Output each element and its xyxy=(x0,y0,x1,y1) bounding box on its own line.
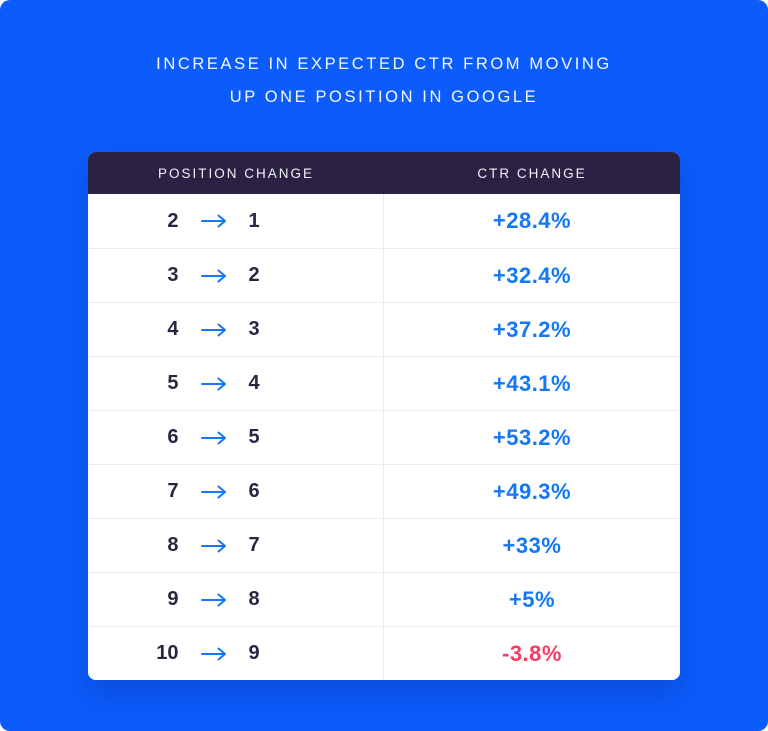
position-to: 2 xyxy=(248,264,260,286)
page-title-line2: UP ONE POSITION IN GOOGLE xyxy=(229,88,539,106)
ctr-change-value: +49.3% xyxy=(492,478,572,504)
position-from: 5 xyxy=(167,372,179,394)
position-from: 9 xyxy=(167,588,179,610)
position-to: 9 xyxy=(248,642,260,664)
column-header-ctr-change: CTR CHANGE xyxy=(477,165,587,181)
position-change-cell: 9 8 xyxy=(88,573,384,626)
right-arrow-icon xyxy=(200,269,227,283)
position-change-cell: 7 6 xyxy=(88,465,384,518)
position-from: 2 xyxy=(167,209,179,232)
right-arrow-icon xyxy=(200,539,227,553)
ctr-change-cell: +33% xyxy=(384,519,680,572)
ctr-change-cell: +37.2% xyxy=(384,303,680,356)
ctr-change-cell: +49.3% xyxy=(384,465,680,518)
table-row: 7 6 +49.3% xyxy=(88,464,680,518)
position-change-cell: 10 9 xyxy=(88,627,384,680)
ctr-change-value: +5% xyxy=(508,586,556,612)
ctr-change-value: +32.4% xyxy=(492,262,572,288)
position-to: 4 xyxy=(248,372,260,394)
right-arrow-icon xyxy=(200,214,227,228)
page-title-line1: INCREASE IN EXPECTED CTR FROM MOVING xyxy=(156,55,612,73)
table-row: 2 1 +28.4% xyxy=(88,194,680,248)
table-row: 8 7 +33% xyxy=(88,518,680,572)
ctr-change-cell: +32.4% xyxy=(384,249,680,302)
ctr-change-cell: -3.8% xyxy=(384,627,680,680)
position-to: 3 xyxy=(248,318,260,340)
ctr-change-cell: +43.1% xyxy=(384,357,680,410)
ctr-change-value: -3.8% xyxy=(502,640,562,666)
position-change-cell: 5 4 xyxy=(88,357,384,410)
column-header-position-change: POSITION CHANGE xyxy=(157,165,314,181)
position-to: 1 xyxy=(248,209,260,232)
ctr-change-cell: +5% xyxy=(384,573,680,626)
table-header-row: POSITION CHANGE CTR CHANGE xyxy=(88,152,680,194)
right-arrow-icon xyxy=(200,377,227,391)
position-from: 10 xyxy=(156,642,179,664)
right-arrow-icon xyxy=(200,323,227,337)
position-to: 5 xyxy=(248,426,260,448)
ctr-change-value: +43.1% xyxy=(492,370,572,396)
ctr-change-value: +33% xyxy=(502,532,562,558)
position-change-cell: 4 3 xyxy=(88,303,384,356)
right-arrow-icon xyxy=(200,485,227,499)
right-arrow-icon xyxy=(200,431,227,445)
right-arrow-icon xyxy=(200,647,227,661)
position-from: 3 xyxy=(167,264,179,286)
position-from: 7 xyxy=(167,480,179,502)
position-from: 6 xyxy=(167,426,179,448)
table-row: 4 3 +37.2% xyxy=(88,302,680,356)
table-row: 9 8 +5% xyxy=(88,572,680,626)
ctr-change-cell: +53.2% xyxy=(384,411,680,464)
position-to: 6 xyxy=(248,480,260,502)
position-to: 7 xyxy=(248,534,260,556)
position-to: 8 xyxy=(248,588,260,610)
right-arrow-icon xyxy=(200,593,227,607)
table-body: 2 1 +28.4% 3 2 + xyxy=(88,194,680,680)
position-from: 8 xyxy=(167,534,179,556)
position-change-cell: 3 2 xyxy=(88,249,384,302)
ctr-table: POSITION CHANGE CTR CHANGE 2 1 +28.4% xyxy=(88,152,680,680)
table-row: 5 4 +43.1% xyxy=(88,356,680,410)
position-change-cell: 8 7 xyxy=(88,519,384,572)
table-row: 6 5 +53.2% xyxy=(88,410,680,464)
ctr-change-value: +53.2% xyxy=(492,424,572,450)
position-change-cell: 6 5 xyxy=(88,411,384,464)
ctr-change-cell: +28.4% xyxy=(384,194,680,248)
position-from: 4 xyxy=(167,318,179,340)
page-title: INCREASE IN EXPECTED CTR FROM MOVING UP … xyxy=(0,0,768,114)
ctr-change-value: +37.2% xyxy=(492,316,572,342)
table-row: 3 2 +32.4% xyxy=(88,248,680,302)
position-change-cell: 2 1 xyxy=(88,194,384,248)
table-row: 10 9 -3.8% xyxy=(88,626,680,680)
ctr-change-value: +28.4% xyxy=(492,208,572,233)
